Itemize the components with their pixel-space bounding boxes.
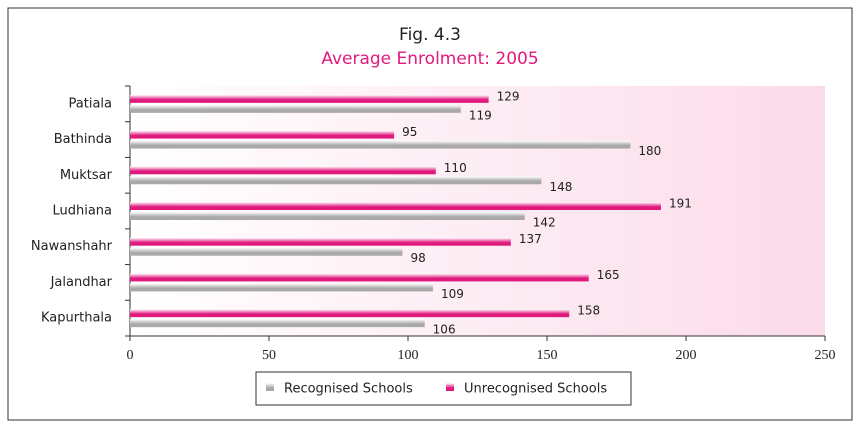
value-label: 119 xyxy=(469,108,492,122)
y-tick-label: Bathinda xyxy=(54,132,112,147)
x-tick-label: 250 xyxy=(815,348,836,363)
bar xyxy=(130,94,489,103)
value-label: 129 xyxy=(497,89,520,103)
value-label: 158 xyxy=(577,304,600,318)
y-tick-label: Kapurthala xyxy=(41,311,112,326)
bar xyxy=(130,104,461,113)
legend-swatch xyxy=(446,383,454,391)
y-tick-label: Patiala xyxy=(69,96,112,111)
value-label: 98 xyxy=(410,251,425,265)
bar xyxy=(130,237,511,246)
legend-label: Recognised Schools xyxy=(284,382,413,397)
bar xyxy=(130,130,395,139)
value-label: 180 xyxy=(638,144,661,158)
bar xyxy=(130,166,436,175)
value-label: 148 xyxy=(549,180,572,194)
value-label: 106 xyxy=(433,323,456,337)
y-tick-label: Jalandhar xyxy=(50,275,113,290)
y-tick-label: Ludhiana xyxy=(52,204,112,219)
legend xyxy=(255,371,632,406)
x-tick-label: 200 xyxy=(676,348,697,363)
value-label: 137 xyxy=(519,232,542,246)
value-label: 110 xyxy=(444,161,467,175)
value-label: 109 xyxy=(441,287,464,301)
value-label: 191 xyxy=(669,197,692,211)
bar xyxy=(130,202,661,210)
chart-title: Fig. 4.3 xyxy=(399,25,461,45)
legend-label: Unrecognised Schools xyxy=(464,382,607,397)
bar xyxy=(130,140,631,149)
bar xyxy=(130,283,434,292)
value-label: 165 xyxy=(597,268,620,282)
bar xyxy=(130,319,425,328)
value-label: 142 xyxy=(533,216,556,230)
x-tick-label: 150 xyxy=(537,348,558,363)
y-tick-label: Nawanshahr xyxy=(31,239,113,254)
value-label: 95 xyxy=(402,125,417,139)
x-tick-label: 0 xyxy=(127,348,134,363)
legend-swatch xyxy=(266,383,274,391)
chart-subtitle: Average Enrolment: 2005 xyxy=(321,49,538,69)
bar xyxy=(130,273,589,282)
bar xyxy=(130,212,525,220)
x-tick-label: 100 xyxy=(398,348,419,363)
bar xyxy=(130,309,570,318)
x-tick-label: 50 xyxy=(262,348,276,363)
bar xyxy=(130,176,542,185)
bar xyxy=(130,247,403,256)
plot-area xyxy=(130,86,825,336)
y-tick-label: Muktsar xyxy=(60,168,113,183)
